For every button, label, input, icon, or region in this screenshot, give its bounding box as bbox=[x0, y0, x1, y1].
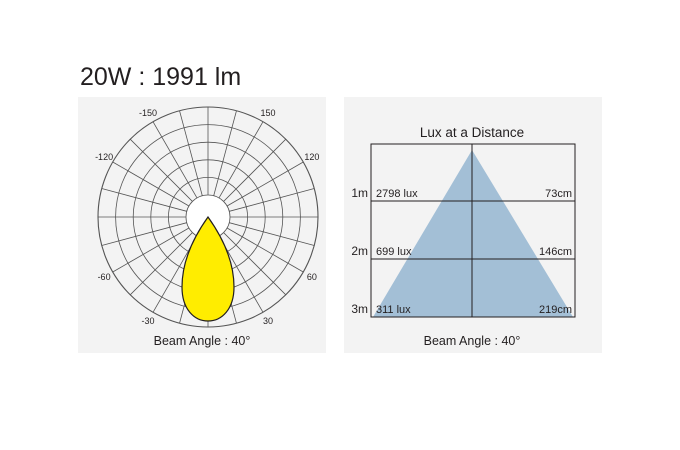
polar-angle-label: 30 bbox=[263, 316, 273, 326]
beam-diameter-label: 219cm bbox=[539, 304, 572, 316]
polar-spoke bbox=[213, 110, 237, 196]
polar-angle-label: -120 bbox=[95, 152, 113, 162]
lux-diagram-panel: Lux at a Distance 1m 2798 lux 73cm 2m 699 lu… bbox=[344, 97, 602, 353]
page-title: 20W : 1991 lm bbox=[80, 63, 242, 91]
lux-beam-angle-label: Beam Angle : 40° bbox=[424, 334, 521, 348]
polar-angle-labels: -150 150 -120 120 -60 60 -30 30 bbox=[95, 108, 319, 326]
polar-angle-label: 150 bbox=[260, 108, 275, 118]
polar-angle-label: 120 bbox=[304, 152, 319, 162]
lux-value-label: 699 lux bbox=[376, 246, 412, 258]
lux-chart-title: Lux at a Distance bbox=[420, 125, 524, 140]
polar-spoke bbox=[152, 121, 198, 199]
beam-cone bbox=[373, 150, 573, 317]
polar-spoke bbox=[229, 188, 315, 212]
polar-spoke bbox=[218, 121, 264, 199]
polar-spoke bbox=[129, 232, 193, 296]
distance-label: 3m bbox=[351, 302, 368, 316]
polar-spoke bbox=[112, 161, 190, 207]
polar-spoke bbox=[129, 138, 193, 202]
lux-grid bbox=[370, 143, 576, 318]
polar-spoke bbox=[226, 227, 304, 273]
lux-rows: 1m 2798 lux 73cm 2m 699 lux 146cm 3m 311 lux 219… bbox=[351, 186, 572, 316]
polar-beam-angle-label: Beam Angle : 40° bbox=[154, 334, 251, 348]
distance-label: 2m bbox=[351, 244, 368, 258]
polar-angle-label: 60 bbox=[307, 272, 317, 282]
polar-diagram-panel: -150 150 -120 120 -60 60 -30 30 Beam Angle : 40… bbox=[78, 97, 326, 353]
polar-distribution-diagram: -150 150 -120 120 -60 60 -30 30 Beam Angle : 40… bbox=[95, 106, 319, 348]
light-distribution-lobe bbox=[181, 215, 235, 322]
beam-diameter-label: 73cm bbox=[545, 188, 572, 200]
polar-angle-label: -150 bbox=[139, 108, 157, 118]
lux-value-label: 311 lux bbox=[376, 304, 411, 316]
polar-spoke bbox=[229, 222, 315, 246]
beam-diameter-label: 146cm bbox=[539, 246, 572, 258]
polar-angle-label: -30 bbox=[141, 316, 154, 326]
polar-spoke bbox=[101, 188, 187, 212]
polar-spoke bbox=[223, 138, 287, 202]
lux-distance-diagram: Lux at a Distance 1m 2798 lux 73cm 2m 699 lu… bbox=[351, 125, 576, 348]
polar-spoke bbox=[112, 227, 190, 273]
polar-spoke bbox=[179, 110, 203, 196]
polar-spoke bbox=[223, 232, 287, 296]
distance-label: 1m bbox=[351, 186, 368, 200]
polar-spoke bbox=[101, 222, 187, 246]
lux-frame bbox=[370, 143, 576, 318]
polar-angle-label: -60 bbox=[98, 272, 111, 282]
lux-value-label: 2798 lux bbox=[376, 188, 418, 200]
polar-spoke bbox=[226, 161, 304, 207]
